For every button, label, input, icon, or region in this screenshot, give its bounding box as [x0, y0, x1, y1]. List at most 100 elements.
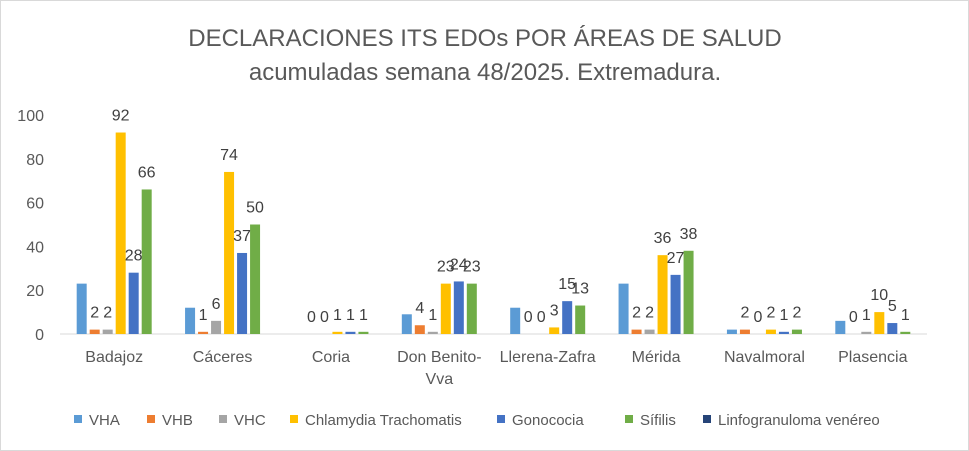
data-label: 5 [888, 298, 897, 315]
y-tick-label: 60 [26, 196, 44, 213]
bar [141, 189, 152, 334]
category-label: Llerena-Zafra [500, 349, 596, 366]
bar [887, 323, 898, 334]
bar [427, 331, 438, 334]
legend-label: Chlamydia Trachomatis [305, 412, 462, 429]
data-label: 1 [346, 307, 355, 324]
data-label: 28 [125, 248, 143, 265]
data-label: 1 [779, 307, 788, 324]
data-label: 1 [428, 307, 437, 324]
bar [657, 255, 668, 334]
y-axis-ticks: 0 20 40 60 80 100 [17, 108, 44, 344]
bar [765, 329, 776, 334]
bar [778, 331, 789, 334]
data-label: 2 [766, 305, 775, 322]
legend-swatch [290, 415, 298, 423]
bar [791, 329, 802, 334]
bar [453, 281, 464, 334]
bar [440, 283, 451, 334]
legend-swatch [219, 415, 227, 423]
chart-subtitle: acumuladas semana 48/2025. Extremadura. [249, 59, 721, 86]
bar [89, 329, 100, 334]
bar [835, 320, 846, 334]
legend: VHA VHB VHC Chlamydia Trachomatis Gonococia S… [74, 412, 880, 429]
bar [644, 329, 655, 334]
data-label: 2 [103, 305, 112, 322]
data-label: 0 [753, 309, 762, 326]
data-label: 13 [571, 281, 589, 298]
bar [726, 329, 737, 334]
bar [102, 329, 113, 334]
data-label: 92 [112, 108, 130, 125]
bar [198, 331, 209, 334]
category-label: Vva [426, 371, 454, 388]
data-label: 0 [307, 309, 316, 326]
legend-swatch [497, 415, 505, 423]
bar [211, 320, 222, 334]
bar [401, 314, 412, 334]
data-label: 4 [415, 300, 424, 317]
chart-title: DECLARACIONES ITS EDOs POR ÁREAS DE SALU… [188, 25, 781, 52]
bar [670, 274, 681, 334]
data-label: 74 [220, 147, 238, 164]
bar [345, 331, 356, 334]
category-label: Navalmoral [724, 349, 805, 366]
data-label: 2 [632, 305, 641, 322]
category-label: Badajoz [85, 349, 143, 366]
data-label: 38 [680, 226, 698, 243]
bar [900, 331, 911, 334]
bar [874, 312, 885, 334]
bar [683, 250, 694, 334]
legend-label: Linfogranuloma venéreo [718, 412, 880, 429]
bar [414, 325, 425, 334]
category-label: Coria [312, 349, 350, 366]
category-label: Plasencia [838, 349, 907, 366]
bars-group [76, 132, 911, 334]
category-labels-group: Badajoz Cáceres Coria Don Benito- Vva Llerena… [85, 349, 907, 388]
bar [224, 171, 235, 334]
legend-label: VHC [234, 412, 266, 429]
bar [618, 283, 629, 334]
data-label: 1 [199, 307, 208, 324]
legend-label: VHA [89, 412, 120, 429]
y-tick-label: 40 [26, 239, 44, 256]
bar [185, 307, 196, 334]
data-label: 2 [645, 305, 654, 322]
data-label: 0 [320, 309, 329, 326]
bar [739, 329, 750, 334]
data-label: 0 [524, 309, 533, 326]
legend-swatch [625, 415, 633, 423]
bar [237, 252, 248, 334]
data-label: 0 [849, 309, 858, 326]
data-label: 1 [359, 307, 368, 324]
bar [631, 329, 642, 334]
category-label: Don Benito- [397, 349, 482, 366]
bar [549, 327, 560, 334]
data-label: 1 [333, 307, 342, 324]
data-label: 24 [450, 256, 468, 273]
bar [466, 283, 477, 334]
legend-label: Sífilis [640, 412, 676, 429]
category-label: Mérida [632, 349, 681, 366]
data-label: 27 [667, 250, 685, 267]
bar [76, 283, 87, 334]
bar [115, 132, 126, 334]
data-label: 15 [558, 276, 576, 293]
bar [332, 331, 343, 334]
y-tick-label: 100 [17, 108, 44, 125]
bar [510, 307, 521, 334]
data-label: 36 [654, 230, 672, 247]
legend-swatch [147, 415, 155, 423]
data-label: 2 [740, 305, 749, 322]
legend-swatch [703, 415, 711, 423]
data-label: 3 [550, 302, 559, 319]
y-tick-label: 20 [26, 283, 44, 300]
legend-swatch [74, 415, 82, 423]
data-label: 50 [246, 200, 264, 217]
legend-label: VHB [162, 412, 193, 429]
y-tick-label: 0 [35, 327, 44, 344]
legend-label: Gonococia [512, 412, 584, 429]
data-label: 66 [138, 164, 156, 181]
